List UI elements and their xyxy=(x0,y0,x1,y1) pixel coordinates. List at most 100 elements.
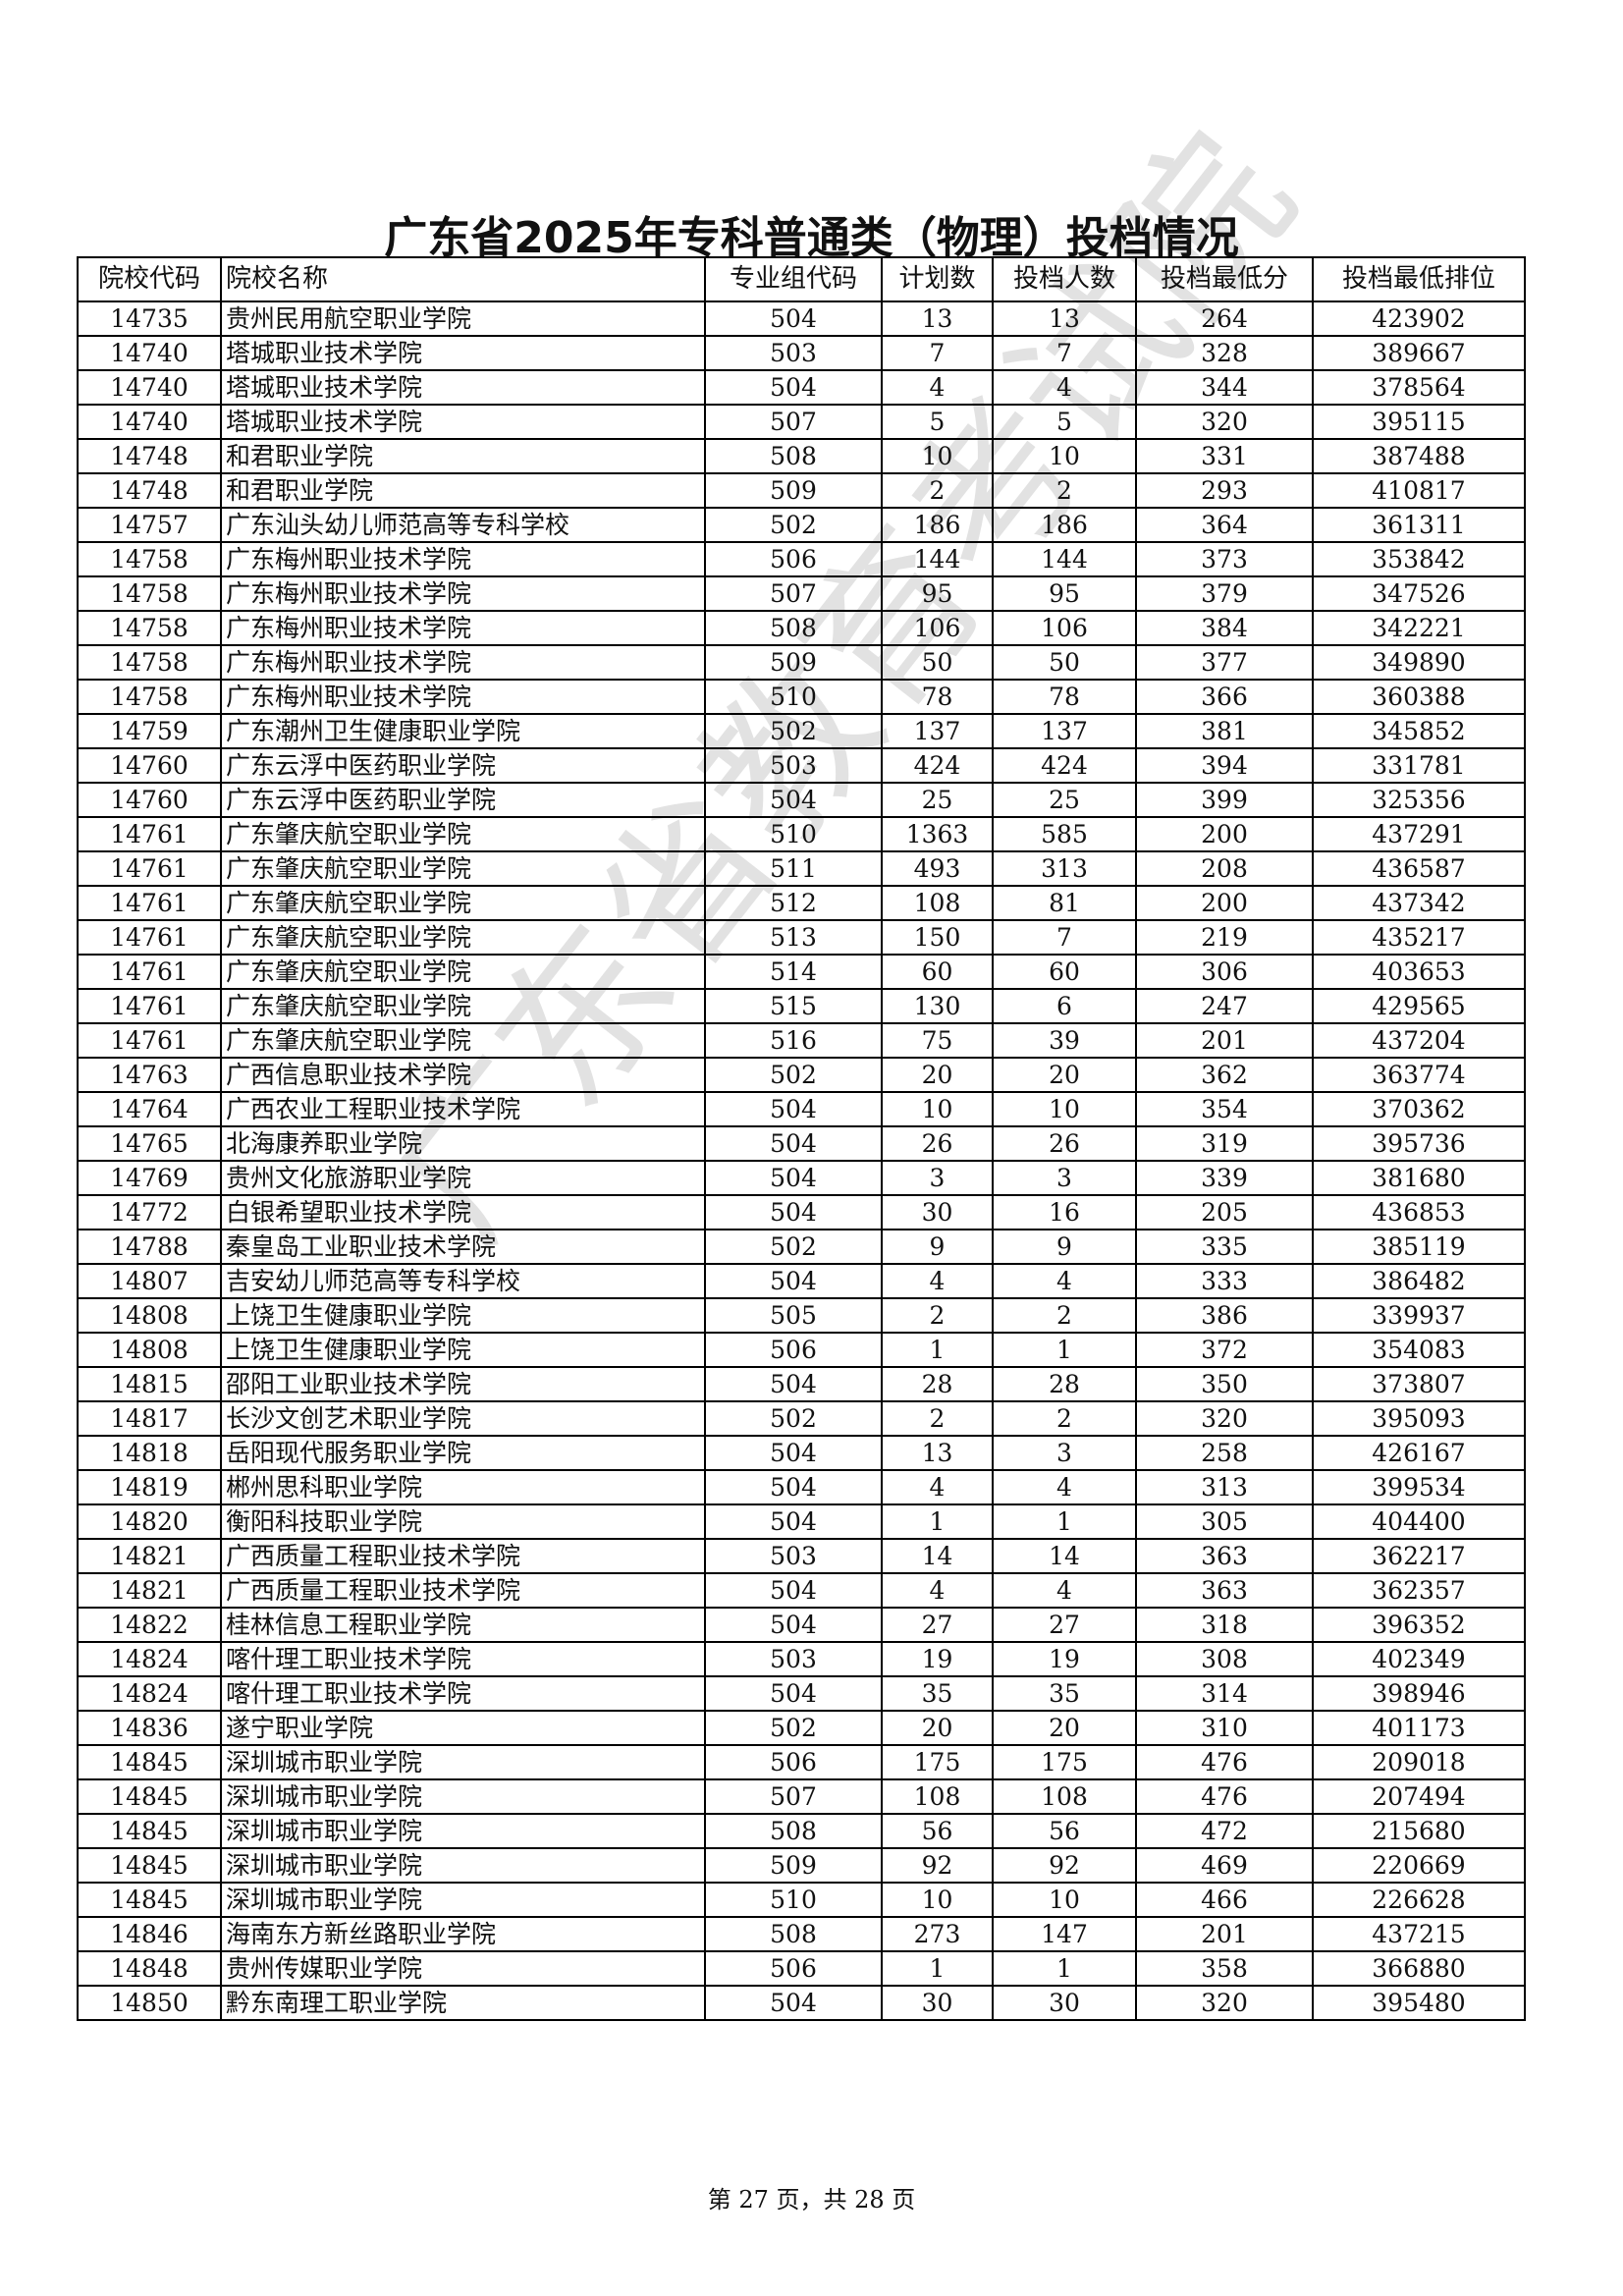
cell-group-code: 504 xyxy=(704,1503,883,1540)
cell-admitted-count: 147 xyxy=(992,1916,1137,1952)
cell-school-code: 14763 xyxy=(77,1057,222,1093)
cell-plan-count: 150 xyxy=(881,919,994,956)
cell-school-code: 14761 xyxy=(77,954,222,990)
cell-plan-count: 424 xyxy=(881,747,994,784)
cell-plan-count: 7 xyxy=(881,335,994,371)
cell-admitted-count: 9 xyxy=(992,1229,1137,1265)
cell-school-name: 广东肇庆航空职业学院 xyxy=(220,885,706,921)
cell-admitted-count: 585 xyxy=(992,816,1137,852)
table-row: 14845 深圳城市职业学院 510 10 10 466 226628 xyxy=(77,1882,1526,1918)
cell-group-code: 504 xyxy=(704,301,883,337)
cell-min-score: 362 xyxy=(1135,1057,1314,1093)
cell-group-code: 504 xyxy=(704,1675,883,1712)
cell-group-code: 511 xyxy=(704,850,883,887)
cell-min-score: 339 xyxy=(1135,1160,1314,1196)
cell-school-code: 14815 xyxy=(77,1366,222,1402)
cell-school-code: 14735 xyxy=(77,301,222,337)
cell-min-rank: 437215 xyxy=(1312,1916,1526,1952)
table-row: 14760 广东云浮中医药职业学院 503 424 424 394 331781 xyxy=(77,747,1526,784)
cell-min-rank: 401173 xyxy=(1312,1710,1526,1746)
cell-min-rank: 396352 xyxy=(1312,1607,1526,1643)
cell-school-name: 桂林信息工程职业学院 xyxy=(220,1607,706,1643)
cell-school-name: 喀什理工职业技术学院 xyxy=(220,1641,706,1677)
cell-min-rank: 209018 xyxy=(1312,1744,1526,1780)
cell-group-code: 504 xyxy=(704,369,883,406)
cell-school-code: 14761 xyxy=(77,988,222,1024)
cell-min-score: 344 xyxy=(1135,369,1314,406)
table-row: 14819 郴州思科职业学院 504 4 4 313 399534 xyxy=(77,1469,1526,1505)
cell-min-rank: 435217 xyxy=(1312,919,1526,956)
cell-plan-count: 13 xyxy=(881,1435,994,1471)
cell-group-code: 504 xyxy=(704,1985,883,2021)
table-row: 14761 广东肇庆航空职业学院 512 108 81 200 437342 xyxy=(77,885,1526,921)
table-row: 14740 塔城职业技术学院 507 5 5 320 395115 xyxy=(77,404,1526,440)
cell-admitted-count: 10 xyxy=(992,1091,1137,1127)
cell-group-code: 510 xyxy=(704,1882,883,1918)
cell-school-name: 广东梅州职业技术学院 xyxy=(220,541,706,577)
cell-admitted-count: 108 xyxy=(992,1778,1137,1815)
cell-min-rank: 404400 xyxy=(1312,1503,1526,1540)
cell-school-name: 广东肇庆航空职业学院 xyxy=(220,954,706,990)
cell-school-code: 14761 xyxy=(77,1022,222,1059)
cell-min-score: 363 xyxy=(1135,1538,1314,1574)
cell-admitted-count: 56 xyxy=(992,1813,1137,1849)
cell-school-code: 14818 xyxy=(77,1435,222,1471)
cell-school-code: 14760 xyxy=(77,782,222,818)
table-row: 14761 广东肇庆航空职业学院 515 130 6 247 429565 xyxy=(77,988,1526,1024)
cell-group-code: 504 xyxy=(704,1194,883,1230)
cell-plan-count: 13 xyxy=(881,301,994,337)
cell-min-score: 319 xyxy=(1135,1125,1314,1162)
cell-min-rank: 354083 xyxy=(1312,1332,1526,1368)
cell-school-name: 黔东南理工职业学院 xyxy=(220,1985,706,2021)
cell-plan-count: 108 xyxy=(881,1778,994,1815)
cell-min-rank: 363774 xyxy=(1312,1057,1526,1093)
cell-group-code: 506 xyxy=(704,1332,883,1368)
cell-school-code: 14740 xyxy=(77,369,222,406)
cell-admitted-count: 7 xyxy=(992,335,1137,371)
cell-group-code: 505 xyxy=(704,1297,883,1334)
cell-group-code: 502 xyxy=(704,1057,883,1093)
cell-min-rank: 378564 xyxy=(1312,369,1526,406)
cell-admitted-count: 4 xyxy=(992,1572,1137,1609)
header-min-rank: 投档最低排位 xyxy=(1312,256,1526,302)
table-row: 14846 海南东方新丝路职业学院 508 273 147 201 437215 xyxy=(77,1916,1526,1952)
cell-school-name: 深圳城市职业学院 xyxy=(220,1744,706,1780)
cell-group-code: 504 xyxy=(704,1366,883,1402)
table-row: 14757 广东汕头幼儿师范高等专科学校 502 186 186 364 361311 xyxy=(77,507,1526,543)
cell-plan-count: 28 xyxy=(881,1366,994,1402)
table-row: 14765 北海康养职业学院 504 26 26 319 395736 xyxy=(77,1125,1526,1162)
cell-group-code: 504 xyxy=(704,782,883,818)
cell-school-code: 14850 xyxy=(77,1985,222,2021)
cell-school-name: 秦皇岛工业职业技术学院 xyxy=(220,1229,706,1265)
cell-admitted-count: 313 xyxy=(992,850,1137,887)
table-row: 14818 岳阳现代服务职业学院 504 13 3 258 426167 xyxy=(77,1435,1526,1471)
cell-plan-count: 273 xyxy=(881,1916,994,1952)
cell-school-name: 吉安幼儿师范高等专科学校 xyxy=(220,1263,706,1299)
cell-school-name: 广东梅州职业技术学院 xyxy=(220,679,706,715)
cell-admitted-count: 10 xyxy=(992,1882,1137,1918)
cell-admitted-count: 10 xyxy=(992,438,1137,474)
cell-min-rank: 398946 xyxy=(1312,1675,1526,1712)
header-school-name: 院校名称 xyxy=(220,256,706,302)
cell-plan-count: 75 xyxy=(881,1022,994,1059)
cell-school-name: 贵州文化旅游职业学院 xyxy=(220,1160,706,1196)
cell-min-score: 350 xyxy=(1135,1366,1314,1402)
cell-min-score: 264 xyxy=(1135,301,1314,337)
cell-school-name: 上饶卫生健康职业学院 xyxy=(220,1297,706,1334)
cell-min-rank: 361311 xyxy=(1312,507,1526,543)
cell-min-score: 320 xyxy=(1135,1400,1314,1437)
cell-min-score: 386 xyxy=(1135,1297,1314,1334)
table-row: 14788 秦皇岛工业职业技术学院 502 9 9 335 385119 xyxy=(77,1229,1526,1265)
cell-group-code: 503 xyxy=(704,335,883,371)
cell-plan-count: 30 xyxy=(881,1194,994,1230)
cell-group-code: 507 xyxy=(704,1778,883,1815)
cell-school-name: 深圳城市职业学院 xyxy=(220,1847,706,1884)
cell-min-score: 377 xyxy=(1135,644,1314,681)
cell-min-score: 373 xyxy=(1135,541,1314,577)
table-row: 14815 邵阳工业职业技术学院 504 28 28 350 373807 xyxy=(77,1366,1526,1402)
cell-school-code: 14822 xyxy=(77,1607,222,1643)
cell-admitted-count: 28 xyxy=(992,1366,1137,1402)
cell-admitted-count: 92 xyxy=(992,1847,1137,1884)
cell-school-code: 14772 xyxy=(77,1194,222,1230)
page-title: 广东省2025年专科普通类（物理）投档情况 xyxy=(384,213,1239,263)
